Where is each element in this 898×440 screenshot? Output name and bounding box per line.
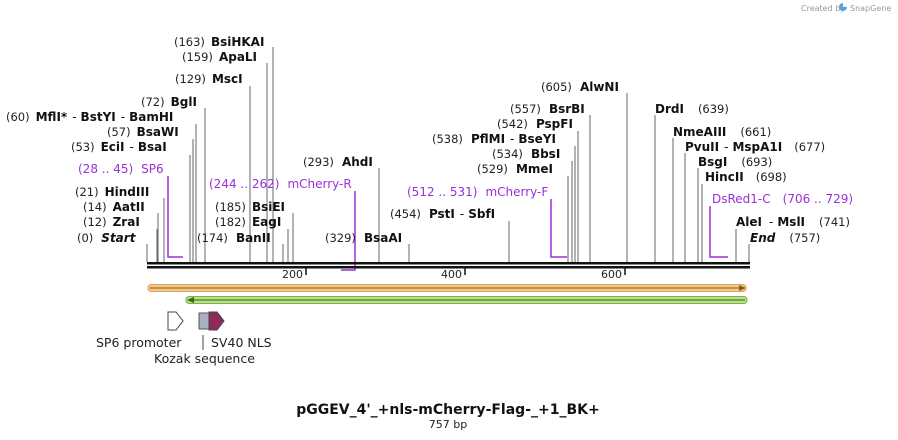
tick-400: 400 [441, 268, 462, 281]
start-label: (0) Start [77, 231, 137, 245]
enzyme-label: (72) BglI [141, 95, 197, 109]
feature-label-kozak: Kozak sequence [154, 351, 255, 366]
kozak-sequence-box-icon [198, 312, 210, 330]
primer-sp6-mark [167, 176, 183, 258]
enzyme-label: (129) MscI [175, 72, 243, 86]
enzyme-label: PvuII - MspA1I (677) [685, 140, 825, 154]
enzyme-label: (182) EagI [215, 215, 281, 229]
enzyme-label: (159) ApaLI [182, 50, 257, 64]
enzyme-label: (21) HindIII [75, 185, 149, 199]
cut-site-lines [146, 47, 750, 262]
enzyme-label: (57) BsaWI [107, 125, 179, 139]
map-length: 757 bp [429, 418, 467, 431]
enzyme-label: (538) PflMI - BseYI [432, 132, 556, 146]
enzyme-label: AleI - MslI (741) [736, 215, 850, 229]
primer-label-mcherry-f: (512 .. 531) mCherry-F [407, 185, 548, 199]
enzyme-label: (185) BsiEI [215, 200, 285, 214]
orf-forward [147, 284, 747, 292]
enzyme-label: (293) AhdI [303, 155, 373, 169]
enzyme-label: HincII (698) [705, 170, 787, 184]
sequence-backbone [147, 262, 750, 275]
enzyme-label: (174) BanII [197, 231, 271, 245]
enzyme-label: BsgI (693) [698, 155, 772, 169]
snapgene-logo-icon [839, 3, 847, 11]
primer-markers [167, 176, 728, 271]
enzyme-label: (557) BsrBI [510, 102, 585, 116]
enzyme-label: (60) MflI* - BstYI - BamHI [6, 110, 173, 124]
primer-mcherry-f-mark [550, 199, 567, 258]
enzyme-label: (605) AlwNI [541, 80, 619, 94]
enzyme-label: NmeAIII (661) [673, 125, 771, 139]
credit-brand: SnapGene [850, 4, 891, 13]
tick-200: 200 [282, 268, 303, 281]
primer-dsred1-c-mark [709, 206, 728, 258]
primer-label-mcherry-r: (244 .. 262) mCherry-R [209, 177, 352, 191]
sv40-nls-arrow-icon [208, 311, 225, 331]
primer-label-sp6: (28 .. 45) SP6 [78, 162, 164, 176]
primer-mcherry-r-mark [341, 191, 356, 271]
feature-label-sp6-promoter: SP6 promoter [96, 335, 182, 350]
orf-reverse [185, 296, 748, 304]
enzyme-label: (12) ZraI [83, 215, 140, 229]
enzyme-label: (163) BsiHKAI [174, 35, 264, 49]
enzyme-label: (454) PstI - SbfI [390, 207, 495, 221]
feature-label-sv40-nls: SV40 NLS [211, 335, 272, 350]
enzyme-label: (542) PspFI [497, 117, 573, 131]
sp6-promoter-arrow-icon [167, 311, 184, 331]
tick-600: 600 [601, 268, 622, 281]
enzyme-label: (329) BsaAI [325, 231, 402, 245]
primer-label-dsred1-c: DsRed1-C (706 .. 729) [712, 192, 853, 206]
map-title: pGGEV_4'_+nls-mCherry-Flag-_+1_BK+ [296, 402, 600, 418]
enzyme-label: (14) AatII [83, 200, 145, 214]
end-label: End (757) [750, 231, 820, 245]
enzyme-label: DrdI (639) [655, 102, 729, 116]
enzyme-label: (529) MmeI [477, 162, 553, 176]
credit-prefix: Created by [801, 4, 845, 13]
enzyme-label: (534) BbsI [492, 147, 560, 161]
enzyme-label: (53) EciI - BsaI [71, 140, 167, 154]
